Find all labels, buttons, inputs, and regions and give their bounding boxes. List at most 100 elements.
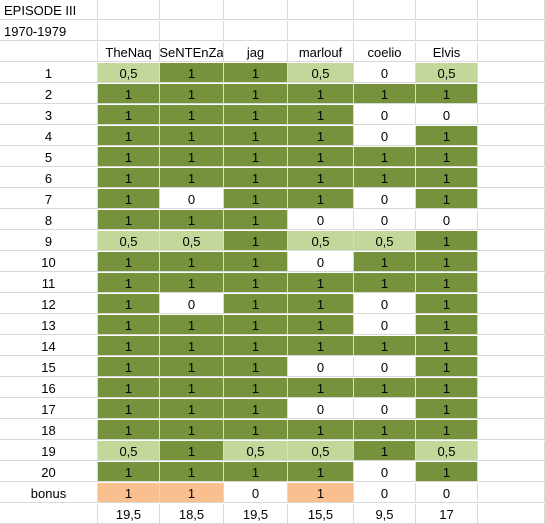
score-cell[interactable]: 1 <box>224 378 288 398</box>
score-cell[interactable]: 0 <box>160 189 224 209</box>
player-header-1[interactable]: SeNTEnZa <box>160 42 224 62</box>
score-cell[interactable]: 1 <box>160 336 224 356</box>
empty-cell[interactable] <box>478 504 545 524</box>
score-cell[interactable]: 0 <box>288 357 354 377</box>
score-cell[interactable]: 1 <box>288 483 354 503</box>
empty-cell[interactable] <box>478 210 545 230</box>
score-cell[interactable]: 1 <box>224 252 288 272</box>
score-cell[interactable]: 0 <box>354 210 416 230</box>
score-cell[interactable]: 1 <box>354 84 416 104</box>
score-cell[interactable]: 1 <box>98 210 160 230</box>
score-cell[interactable]: 1 <box>288 147 354 167</box>
empty-cell[interactable] <box>160 21 224 41</box>
score-cell[interactable]: 1 <box>224 273 288 293</box>
row-label-cell[interactable]: 10 <box>0 252 98 272</box>
score-cell[interactable]: 1 <box>160 483 224 503</box>
score-cell[interactable]: 1 <box>98 105 160 125</box>
score-cell[interactable]: 1 <box>288 462 354 482</box>
score-cell[interactable]: 0,5 <box>416 63 478 83</box>
score-cell[interactable]: 1 <box>160 252 224 272</box>
row-label-cell[interactable]: 12 <box>0 294 98 314</box>
score-cell[interactable]: 1 <box>288 105 354 125</box>
score-cell[interactable]: 1 <box>160 399 224 419</box>
score-cell[interactable]: 1 <box>224 420 288 440</box>
corner-cell[interactable] <box>0 42 98 62</box>
score-cell[interactable]: 0,5 <box>98 63 160 83</box>
score-cell[interactable]: 1 <box>160 63 224 83</box>
subtitle-cell[interactable]: 1970-1979 <box>0 21 98 41</box>
empty-cell[interactable] <box>354 21 416 41</box>
score-cell[interactable]: 1 <box>98 462 160 482</box>
empty-cell[interactable] <box>224 0 288 20</box>
row-label-cell[interactable]: 11 <box>0 273 98 293</box>
score-cell[interactable]: 0 <box>354 357 416 377</box>
score-cell[interactable]: 1 <box>98 336 160 356</box>
score-cell[interactable]: 1 <box>160 210 224 230</box>
row-label-cell[interactable]: 20 <box>0 462 98 482</box>
score-cell[interactable]: 1 <box>416 462 478 482</box>
score-cell[interactable]: 1 <box>98 189 160 209</box>
empty-cell[interactable] <box>478 21 545 41</box>
empty-cell[interactable] <box>224 21 288 41</box>
score-cell[interactable]: 0,5 <box>224 441 288 461</box>
score-cell[interactable]: 1 <box>354 147 416 167</box>
score-cell[interactable]: 1 <box>416 126 478 146</box>
score-cell[interactable]: 1 <box>98 84 160 104</box>
score-cell[interactable]: 1 <box>224 231 288 251</box>
score-cell[interactable]: 0,5 <box>288 63 354 83</box>
empty-cell[interactable] <box>478 273 545 293</box>
player-header-4[interactable]: coelio <box>354 42 416 62</box>
score-cell[interactable]: 1 <box>160 84 224 104</box>
score-cell[interactable]: 0 <box>224 483 288 503</box>
score-cell[interactable]: 1 <box>416 294 478 314</box>
score-cell[interactable]: 1 <box>98 399 160 419</box>
score-cell[interactable]: 0 <box>354 189 416 209</box>
empty-cell[interactable] <box>478 315 545 335</box>
score-cell[interactable]: 0 <box>416 483 478 503</box>
empty-cell[interactable] <box>478 420 545 440</box>
score-cell[interactable]: 1 <box>98 168 160 188</box>
row-label-cell[interactable]: 9 <box>0 231 98 251</box>
score-cell[interactable]: 1 <box>354 378 416 398</box>
score-cell[interactable]: 1 <box>224 147 288 167</box>
empty-cell[interactable] <box>416 21 478 41</box>
score-cell[interactable]: 0 <box>354 315 416 335</box>
empty-cell[interactable] <box>478 483 545 503</box>
score-cell[interactable]: 1 <box>160 105 224 125</box>
score-cell[interactable]: 1 <box>160 357 224 377</box>
score-cell[interactable]: 0,5 <box>354 231 416 251</box>
score-cell[interactable]: 0 <box>354 399 416 419</box>
row-label-cell[interactable]: 13 <box>0 315 98 335</box>
score-cell[interactable]: 1 <box>160 462 224 482</box>
empty-cell[interactable] <box>160 0 224 20</box>
total-cell[interactable]: 19,5 <box>98 504 160 524</box>
score-cell[interactable]: 1 <box>98 294 160 314</box>
score-cell[interactable]: 0,5 <box>98 441 160 461</box>
empty-cell[interactable] <box>478 42 545 62</box>
score-cell[interactable]: 1 <box>288 168 354 188</box>
score-cell[interactable]: 1 <box>224 336 288 356</box>
score-cell[interactable]: 1 <box>224 168 288 188</box>
score-cell[interactable]: 1 <box>416 252 478 272</box>
score-cell[interactable]: 1 <box>416 189 478 209</box>
score-cell[interactable]: 0 <box>354 126 416 146</box>
score-cell[interactable]: 0,5 <box>98 231 160 251</box>
total-cell[interactable]: 15,5 <box>288 504 354 524</box>
score-cell[interactable]: 1 <box>224 315 288 335</box>
score-cell[interactable]: 0 <box>288 210 354 230</box>
empty-cell[interactable] <box>478 231 545 251</box>
row-label-cell[interactable]: 3 <box>0 105 98 125</box>
score-cell[interactable]: 1 <box>224 462 288 482</box>
score-cell[interactable]: 0 <box>354 483 416 503</box>
score-cell[interactable]: 0,5 <box>160 231 224 251</box>
total-cell[interactable]: 17 <box>416 504 478 524</box>
score-cell[interactable]: 0 <box>354 63 416 83</box>
row-label-cell[interactable]: 1 <box>0 63 98 83</box>
score-cell[interactable]: 1 <box>354 420 416 440</box>
empty-cell[interactable] <box>478 294 545 314</box>
row-label-cell[interactable]: 14 <box>0 336 98 356</box>
score-cell[interactable]: 1 <box>160 126 224 146</box>
score-cell[interactable]: 1 <box>224 399 288 419</box>
empty-cell[interactable] <box>478 168 545 188</box>
empty-cell[interactable] <box>478 378 545 398</box>
